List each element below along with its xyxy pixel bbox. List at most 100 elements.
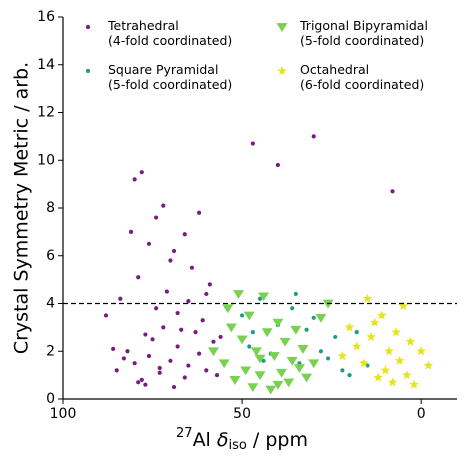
marker-circle [182,375,187,380]
x-axis-label: 27Al δiso / ppm [176,426,308,453]
marker-circle [132,177,137,182]
marker-star [380,365,391,375]
marker-star [398,300,409,310]
marker-circle [211,339,216,344]
marker-circle [132,361,137,366]
marker-star [387,377,398,387]
marker-circle [146,353,152,359]
marker-circle [161,203,166,208]
legend-marker [85,68,91,74]
marker-star [391,327,401,337]
legend-marker [276,23,288,32]
y-tick-label: 8 [46,200,55,216]
y-tick-label: 6 [46,248,55,264]
marker-triangle [275,368,287,378]
marker-star [351,341,362,351]
marker-circle [182,232,187,237]
x-tick-label: 50 [233,406,251,422]
marker-triangle [233,290,245,299]
marker-triangle [254,371,266,381]
marker-circle [175,310,180,316]
marker-circle [214,373,220,378]
marker-triangle [261,328,273,338]
marker-circle [146,241,152,246]
marker-star [366,331,376,341]
y-tick-label: 0 [46,391,55,407]
marker-circle [340,368,345,373]
y-tick-label: 4 [46,296,55,312]
marker-triangle [297,345,309,354]
marker-triangle [247,383,259,393]
marker-triangle [290,325,302,335]
marker-circle [168,358,173,363]
marker-triangle [308,359,320,369]
marker-circle [333,334,338,340]
marker-star [409,379,419,389]
marker-circle [390,189,395,194]
marker-circle [168,258,173,263]
marker-star [377,310,387,320]
marker-triangle [243,311,255,321]
legend-label: Trigonal Bipyramidal (5-fold coordinated… [300,18,428,48]
marker-circle [218,334,223,340]
marker-circle [193,330,198,335]
marker-circle [154,215,159,220]
marker-circle [118,296,123,301]
marker-triangle [301,373,313,383]
marker-circle [239,313,245,318]
x-tick-label: 0 [417,406,426,422]
marker-circle [197,351,202,356]
marker-circle [136,380,141,385]
marker-circle [139,377,144,382]
y-tick-label: 10 [37,152,55,168]
legend-label: Octahedral (6-fold coordinated) [300,62,425,92]
marker-triangle [254,354,266,364]
marker-circle [125,349,130,354]
marker-triangle [207,347,219,357]
marker-triangle [272,318,284,328]
marker-circle [143,332,148,337]
marker-star [373,372,383,382]
marker-circle [157,365,162,371]
marker-circle [139,170,144,175]
marker-circle [186,299,191,304]
marker-star [344,322,355,332]
marker-triangle [225,323,237,333]
marker-triangle [250,347,262,357]
marker-circle [143,382,148,387]
marker-circle [204,291,209,297]
marker-triangle [293,364,305,373]
marker-circle [250,330,255,335]
marker-circle [304,327,309,332]
marker-circle [157,370,162,375]
x-label-sup: 27 [176,426,193,441]
marker-circle [318,349,323,354]
marker-triangle [268,352,280,361]
marker-circle [121,356,126,361]
x-label-main: Al [193,429,217,451]
marker-circle [275,162,281,168]
marker-circle [311,134,316,139]
y-tick-label: 16 [37,9,55,25]
marker-circle [200,318,205,323]
marker-circle [164,289,169,294]
marker-circle [347,373,352,378]
marker-circle [354,330,359,335]
x-tick-label: 100 [50,406,77,422]
legend-marker [85,24,91,30]
marker-circle [171,384,177,390]
marker-circle [111,346,116,351]
x-label-delta: δ [217,429,229,451]
marker-triangle [265,385,277,395]
marker-circle [171,248,177,254]
marker-circle [179,327,184,332]
marker-circle [186,363,191,368]
marker-circle [325,356,331,361]
marker-star [405,336,416,346]
marker-circle [250,141,255,146]
marker-circle [175,344,180,349]
marker-circle [161,325,166,330]
marker-circle [311,315,316,320]
marker-circle [207,282,212,287]
